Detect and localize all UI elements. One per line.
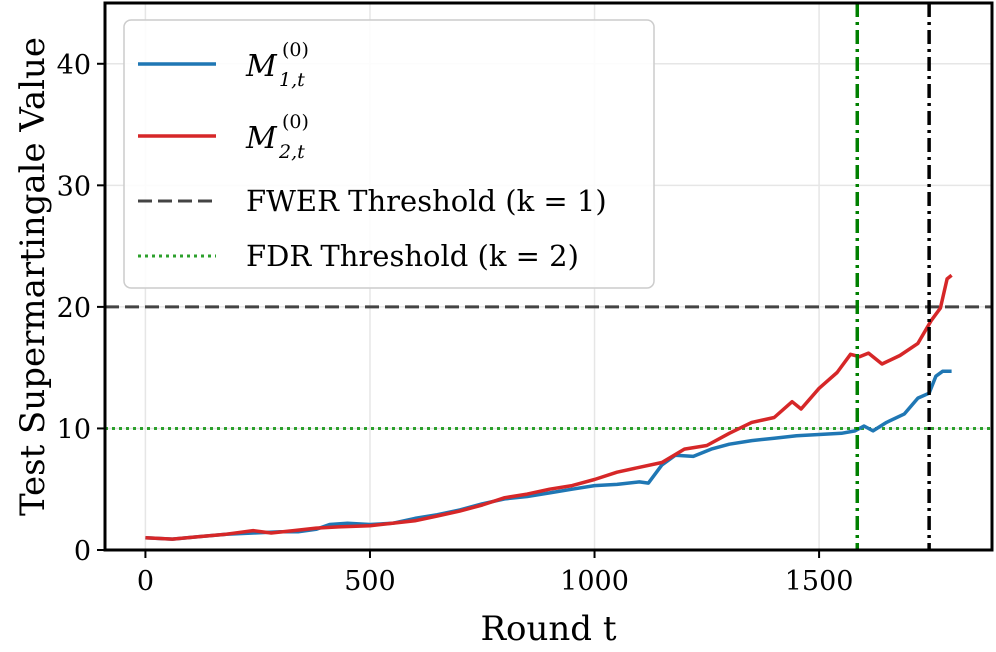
legend-label-sup: (0) <box>282 39 309 61</box>
y-tick-label: 30 <box>57 171 91 202</box>
y-tick-label: 0 <box>74 536 91 567</box>
threshold-lines <box>105 305 992 430</box>
y-axis-label: Test Supermartingale Value <box>13 37 53 516</box>
vertical-markers <box>855 3 931 550</box>
legend-label: FDR Threshold (k = 2) <box>246 239 579 273</box>
legend-label: M <box>245 49 278 84</box>
legend-label-sup: (0) <box>282 111 309 133</box>
series-lines <box>145 273 953 541</box>
legend-label-sub: 2,t <box>278 141 305 163</box>
legend-box <box>123 19 655 289</box>
y-tick-label: 40 <box>57 50 91 81</box>
legend-label-sub: 1,t <box>279 69 305 91</box>
series-line <box>145 273 953 541</box>
x-tick-label: 0 <box>137 566 154 597</box>
y-tick-label: 20 <box>57 293 91 324</box>
x-axis-label: Round t <box>480 609 616 649</box>
legend-label: M <box>245 121 278 156</box>
plot-frame <box>103 1 994 552</box>
x-tick-label: 1500 <box>785 566 854 597</box>
x-tick-label: 1000 <box>560 566 629 597</box>
series-line <box>145 369 952 541</box>
axis-ticks: 0 500 1000 1500 0 10 20 30 40 <box>57 50 854 597</box>
y-tick-label: 10 <box>57 414 91 445</box>
legend-label: FWER Threshold (k = 1) <box>246 184 607 218</box>
x-tick-label: 500 <box>344 566 396 597</box>
